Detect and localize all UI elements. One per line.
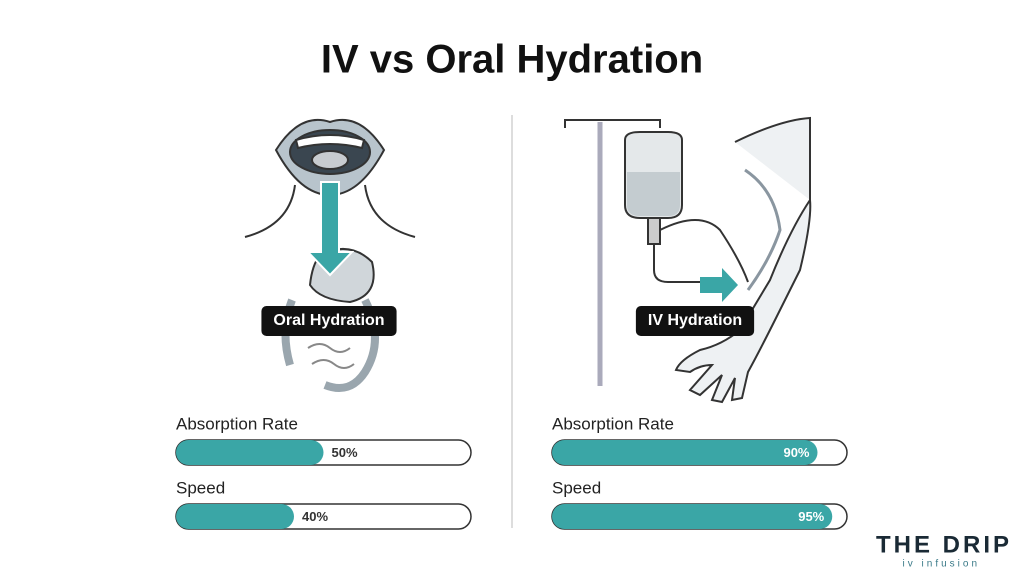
- metric-name: Absorption Rate: [176, 414, 298, 433]
- iv-illustration: [564, 116, 812, 404]
- logo-tagline: iv infusion: [903, 559, 980, 570]
- panel-label: Oral Hydration: [273, 312, 384, 329]
- title: IV vs Oral Hydration: [321, 38, 703, 82]
- label-pill: [261, 306, 397, 336]
- value-label: 50%: [332, 445, 358, 460]
- value-label: 90%: [783, 445, 809, 460]
- metric-name: Speed: [176, 478, 225, 497]
- metric-name: Absorption Rate: [552, 414, 674, 433]
- value-label: 40%: [302, 509, 328, 524]
- arrow: [305, 181, 355, 277]
- bar-fill: [176, 440, 324, 465]
- metric-name: Speed: [552, 478, 601, 497]
- label-pill: [635, 306, 755, 336]
- logo: THE DRIP: [876, 531, 1012, 558]
- bar-fill: [552, 440, 818, 465]
- arrow: [700, 268, 738, 302]
- bar-fill: [552, 504, 833, 529]
- bar-fill: [176, 504, 294, 529]
- panel-label: IV Hydration: [648, 312, 742, 329]
- value-label: 95%: [798, 509, 824, 524]
